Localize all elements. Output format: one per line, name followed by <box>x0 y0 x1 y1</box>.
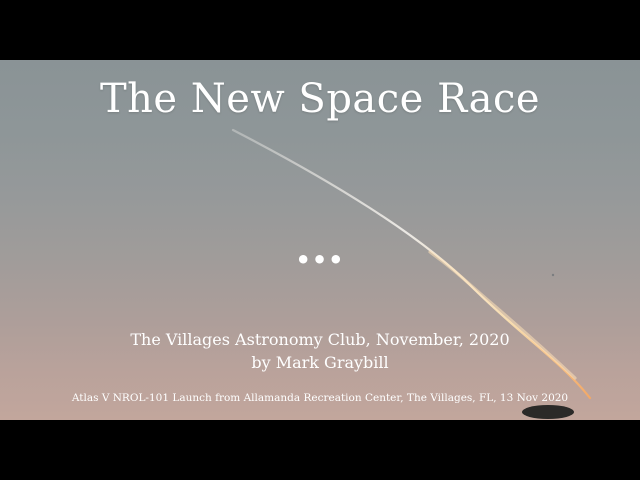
slide-title: The New Space Race <box>99 76 541 122</box>
rocket-exhaust-trail <box>231 128 592 419</box>
photo-caption: Atlas V NROL-101 Launch from Allamanda R… <box>71 392 569 404</box>
title-slide: The New Space Race ••• The Villages Astr… <box>0 60 640 420</box>
ellipsis-dots: ••• <box>295 246 345 274</box>
author-line: by Mark Graybill <box>251 353 389 372</box>
treetop-silhouette <box>522 405 574 419</box>
club-line: The Villages Astronomy Club, November, 2… <box>130 330 510 349</box>
slide-subtitle: The Villages Astronomy Club, November, 2… <box>0 328 640 374</box>
distant-bird <box>551 273 555 277</box>
